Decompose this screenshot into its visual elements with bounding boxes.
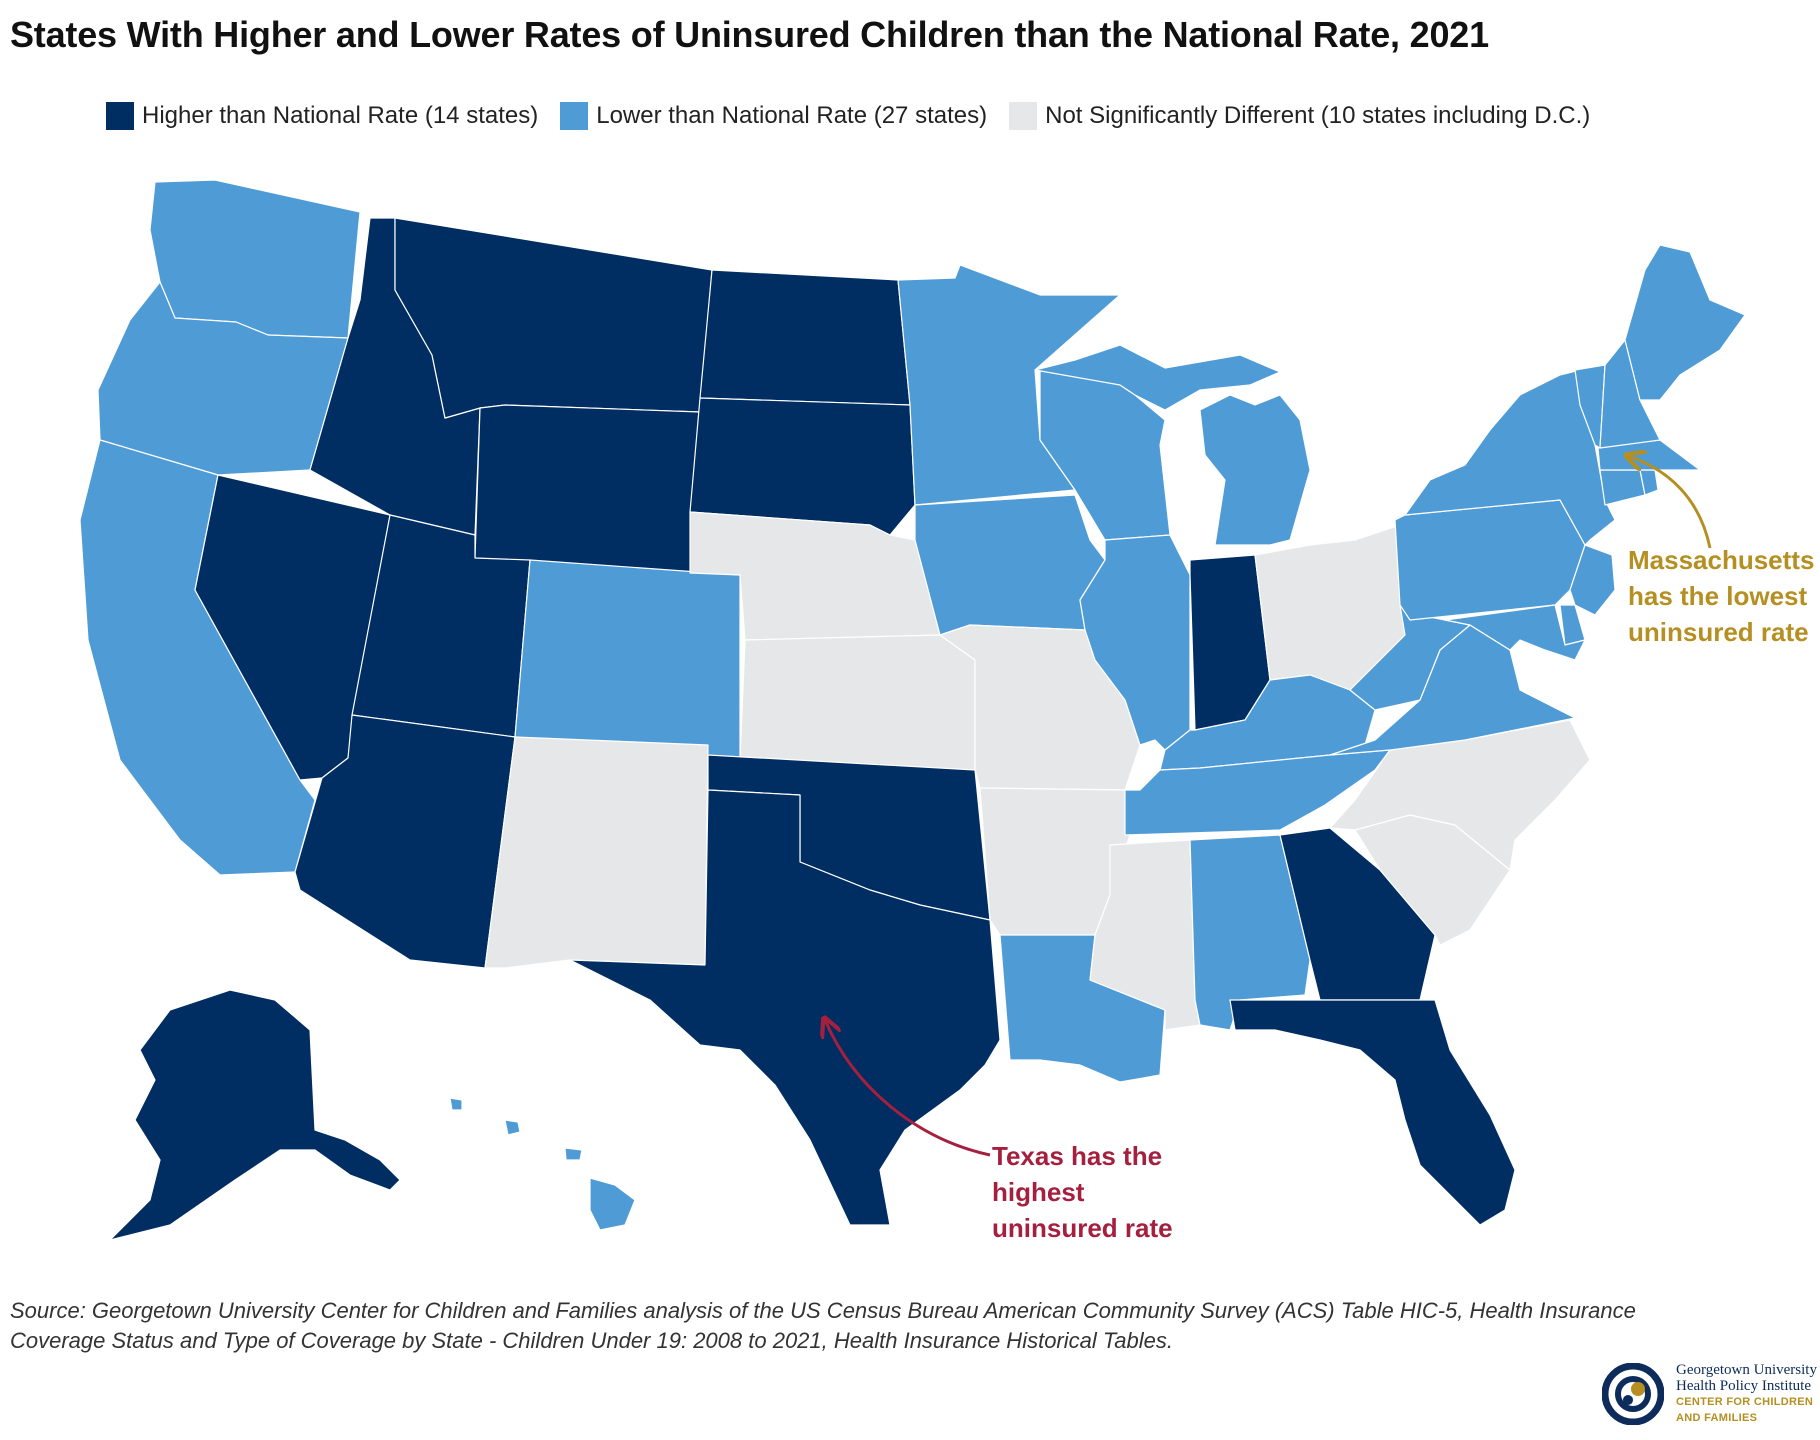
texas-annotation: Texas has the highest uninsured rate: [992, 1138, 1173, 1246]
legend-item-higher: Higher than National Rate (14 states): [106, 102, 538, 130]
logo-line-2: Health Policy Institute: [1676, 1378, 1811, 1394]
logo-line-4: AND FAMILIES: [1676, 1412, 1758, 1424]
logo-line-3: CENTER FOR CHILDREN: [1676, 1396, 1814, 1408]
state-michigan: [1199, 394, 1311, 546]
logo-emblem-icon: [1602, 1363, 1664, 1425]
state-wyoming: [474, 404, 701, 574]
logo-line-1: Georgetown University: [1676, 1362, 1817, 1378]
state-colorado: [514, 559, 741, 761]
state-north-dakota: [699, 269, 911, 406]
legend: Higher than National Rate (14 states) Lo…: [106, 102, 1612, 130]
state-tennessee: [1124, 749, 1391, 836]
massachusetts-annotation: Massachusetts has the lowest uninsured r…: [1628, 542, 1814, 650]
texas-arrow: [825, 1020, 991, 1157]
logo-text: Georgetown University Health Policy Inst…: [1676, 1362, 1817, 1426]
massachusetts-annotation-line-3: uninsured rate: [1628, 617, 1809, 647]
legend-swatch-not-different: [1009, 102, 1038, 130]
state-michigan-up: [1034, 344, 1281, 411]
texas-annotation-line-3: uninsured rate: [992, 1213, 1173, 1243]
source-note: Source: Georgetown University Center for…: [10, 1296, 1800, 1356]
state-pennsylvania: [1394, 499, 1586, 621]
state-washington: [149, 179, 361, 339]
massachusetts-annotation-line-1: Massachusetts: [1628, 545, 1815, 575]
state-iowa: [914, 494, 1106, 636]
state-georgia: [1279, 827, 1436, 1001]
legend-item-not-different: Not Significantly Different (10 states i…: [1009, 102, 1590, 130]
map-title: States With Higher and Lower Rates of Un…: [10, 14, 1489, 55]
source-line-2: Coverage Status and Type of Coverage by …: [10, 1328, 1174, 1353]
legend-swatch-higher: [106, 102, 134, 130]
state-hawaii-3: [449, 1097, 463, 1111]
massachusetts-annotation-line-2: has the lowest: [1628, 581, 1808, 611]
state-hawaii-4: [564, 1147, 583, 1161]
state-florida: [1229, 999, 1516, 1226]
state-texas: [569, 789, 1001, 1226]
legend-label-higher: Higher than National Rate (14 states): [142, 102, 539, 129]
legend-label-lower: Lower than National Rate (27 states): [596, 102, 988, 129]
legend-item-lower: Lower than National Rate (27 states): [560, 102, 987, 130]
legend-label-not-different: Not Significantly Different (10 states i…: [1045, 102, 1591, 129]
state-maine: [1624, 244, 1746, 401]
state-connecticut: [1599, 469, 1646, 506]
state-new-hampshire: [1599, 339, 1661, 449]
source-line-1: Source: Georgetown University Center for…: [10, 1298, 1636, 1323]
state-maryland: [1444, 604, 1586, 661]
state-new-mexico: [484, 736, 709, 969]
state-kansas: [739, 634, 976, 771]
state-new-jersey: [1569, 544, 1616, 616]
texas-annotation-line-1: Texas has the: [992, 1141, 1163, 1171]
massachusetts-arrow: [1628, 456, 1712, 549]
legend-swatch-lower: [560, 102, 589, 130]
state-hawaii: [589, 1177, 636, 1231]
state-alaska: [109, 989, 401, 1241]
texas-annotation-line-2: highest: [992, 1177, 1085, 1207]
state-montana: [394, 217, 713, 419]
state-hawaii-2: [504, 1119, 521, 1136]
georgetown-logo: Georgetown University Health Policy Inst…: [1602, 1362, 1817, 1426]
state-vermont: [1574, 364, 1606, 449]
